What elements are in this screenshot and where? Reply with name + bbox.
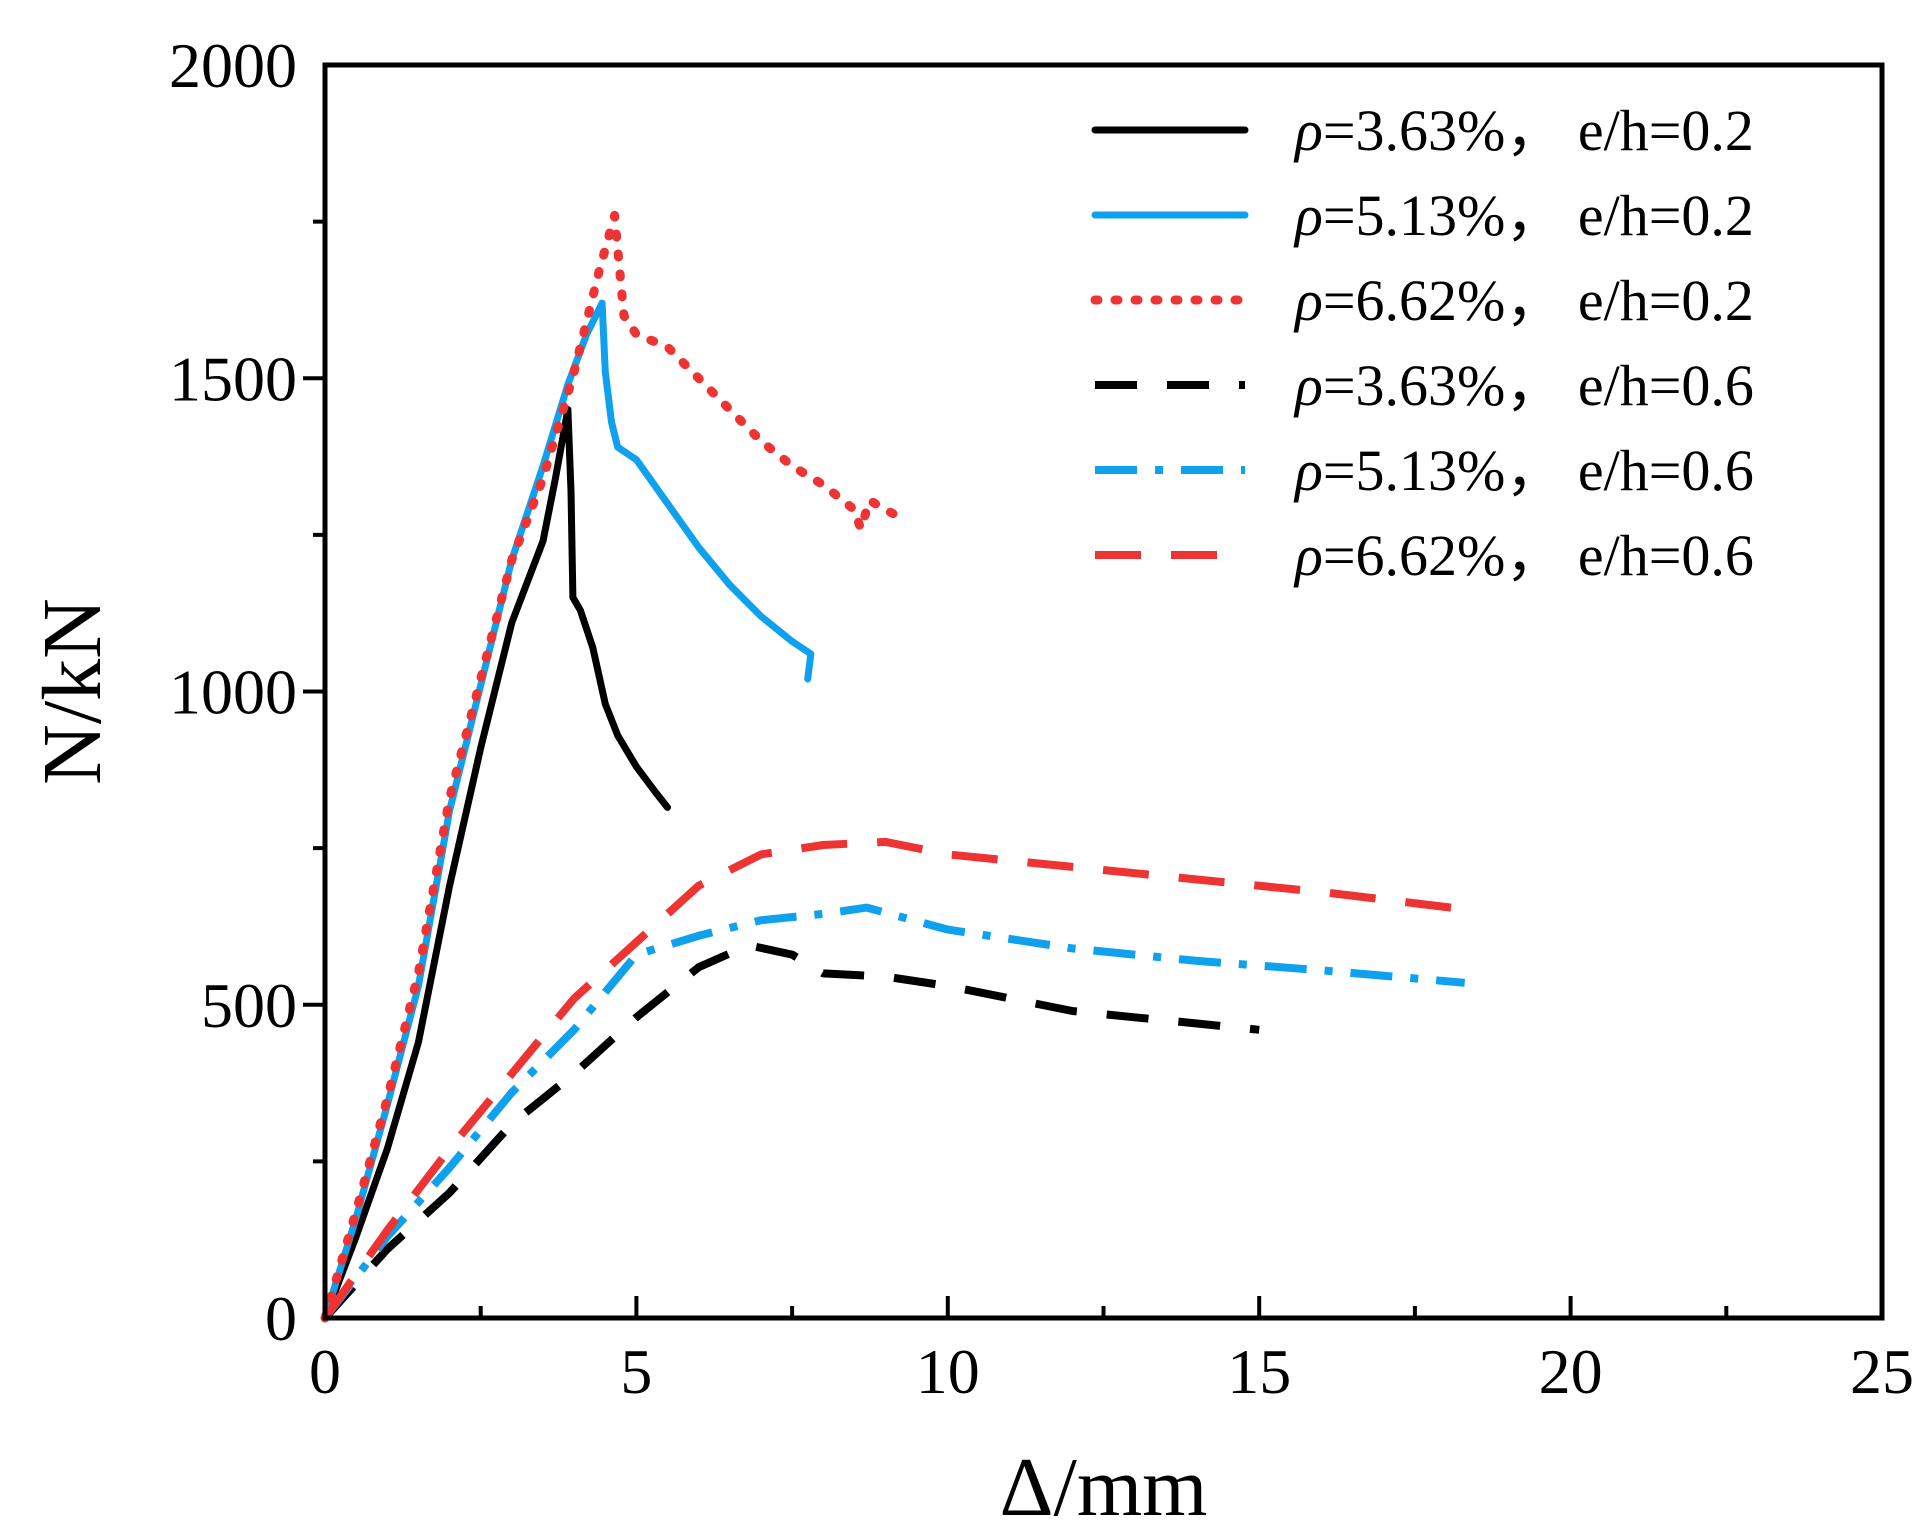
legend-label-text: =6.62%， e/h=0.6 <box>1323 523 1754 588</box>
x-tick-label: 20 <box>1539 1336 1603 1407</box>
series-layer <box>320 210 1478 1323</box>
x-axis-ticks: 0 5 10 15 20 25 <box>309 1296 1914 1407</box>
x-tick-label: 0 <box>309 1336 341 1407</box>
y-tick-label: 2000 <box>169 30 297 101</box>
y-axis-ticks: 0 500 1000 1500 2000 <box>169 30 325 1354</box>
series-line-2 <box>321 299 815 1322</box>
y-axis-title: N/kN <box>26 598 119 785</box>
legend-label-5: ρ=5.13%， e/h=0.6 <box>1293 438 1754 503</box>
legend-rho-symbol: ρ <box>1293 523 1323 588</box>
legend-label-text: =5.13%， e/h=0.2 <box>1323 183 1754 248</box>
legend-rho-symbol: ρ <box>1293 183 1323 248</box>
series-line-6 <box>321 837 1478 1321</box>
series-line-5 <box>321 903 1466 1321</box>
x-tick-label: 10 <box>916 1336 980 1407</box>
x-axis-title: Δ/mm <box>999 1441 1207 1534</box>
y-tick-label: 1500 <box>169 343 297 414</box>
legend-rho-symbol: ρ <box>1293 438 1323 503</box>
legend-label-text: =5.13%， e/h=0.6 <box>1323 438 1754 503</box>
series-line-1 <box>321 406 671 1322</box>
x-tick-label: 5 <box>620 1336 652 1407</box>
legend: ρ=3.63%， e/h=0.2ρ=5.13%， e/h=0.2ρ=6.62%，… <box>1090 98 1754 588</box>
legend-rho-symbol: ρ <box>1293 98 1323 163</box>
legend-label-6: ρ=6.62%， e/h=0.6 <box>1293 523 1754 588</box>
x-tick-label: 15 <box>1227 1336 1291 1407</box>
series-line-4 <box>322 941 1260 1321</box>
legend-label-3: ρ=6.62%， e/h=0.2 <box>1293 268 1754 333</box>
legend-label-1: ρ=3.63%， e/h=0.2 <box>1293 98 1754 163</box>
series-line-3 <box>320 210 909 1323</box>
legend-label-text: =3.63%， e/h=0.2 <box>1323 98 1754 163</box>
legend-rho-symbol: ρ <box>1293 268 1323 333</box>
y-tick-label: 0 <box>265 1283 297 1354</box>
legend-label-2: ρ=5.13%， e/h=0.2 <box>1293 183 1754 248</box>
legend-label-4: ρ=3.63%， e/h=0.6 <box>1293 353 1754 418</box>
x-tick-label: 25 <box>1850 1336 1914 1407</box>
legend-label-text: =3.63%， e/h=0.6 <box>1323 353 1754 418</box>
y-tick-label: 500 <box>201 970 297 1041</box>
legend-rho-symbol: ρ <box>1293 353 1323 418</box>
legend-label-text: =6.62%， e/h=0.2 <box>1323 268 1754 333</box>
y-tick-label: 1000 <box>169 657 297 728</box>
